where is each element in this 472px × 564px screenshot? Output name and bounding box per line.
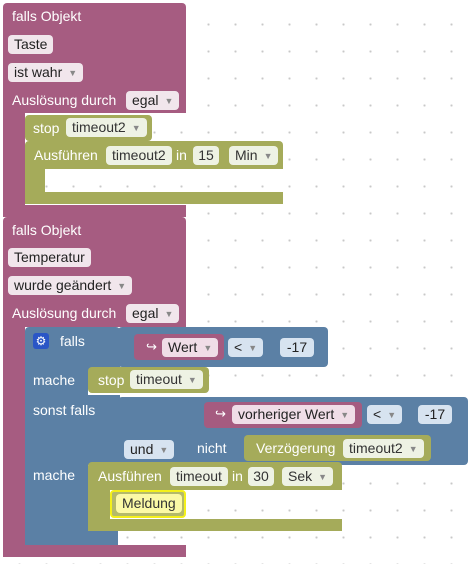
execute-unit-dropdown[interactable]: Min ▼ xyxy=(229,146,279,165)
chevron-down-icon: ▼ xyxy=(159,445,169,455)
chevron-down-icon: ▼ xyxy=(187,375,197,385)
trigger-block-temperatur-footer xyxy=(3,545,186,557)
elseif-label: sonst falls xyxy=(33,402,96,418)
object-field[interactable]: Temperatur xyxy=(8,248,91,267)
trigger-block-taste-footer xyxy=(3,205,186,217)
execute-number-field[interactable]: 30 xyxy=(248,467,274,486)
if-block-elseif xyxy=(25,395,120,465)
and-dropdown[interactable]: und ▼ xyxy=(124,440,175,459)
execute-timer-field[interactable]: timeout2 xyxy=(106,146,172,165)
chevron-down-icon: ▼ xyxy=(203,343,213,353)
then-label: mache xyxy=(33,467,76,483)
execute-block-spine xyxy=(25,168,45,196)
chevron-down-icon: ▼ xyxy=(68,68,78,78)
execute-block-footer xyxy=(25,192,283,204)
execute-in-label: in xyxy=(176,147,187,163)
compare-number-field[interactable]: -17 xyxy=(418,405,452,424)
if-label: falls xyxy=(60,333,85,349)
delay-label: Verzögerung xyxy=(256,440,336,456)
execute-label: Ausführen xyxy=(98,468,162,484)
execute-timer-field[interactable]: timeout xyxy=(170,467,228,486)
trigger-block-temperatur-spine xyxy=(3,325,25,550)
message-field[interactable]: Meldung xyxy=(116,494,182,513)
execute-label: Ausführen xyxy=(34,147,98,163)
block-header: falls Objekt xyxy=(12,8,82,24)
return-arrow-icon: ↪ xyxy=(146,339,157,354)
chevron-down-icon: ▼ xyxy=(131,123,141,133)
execute-unit-dropdown[interactable]: Sek ▼ xyxy=(282,467,334,486)
trigger-label: Auslösung durch xyxy=(12,92,117,108)
execute-block-footer xyxy=(88,519,342,531)
chevron-down-icon: ▼ xyxy=(340,410,350,420)
chevron-down-icon: ▼ xyxy=(387,410,397,420)
chevron-down-icon: ▼ xyxy=(263,151,273,161)
value-dropdown[interactable]: vorheriger Wert ▼ xyxy=(232,405,356,424)
operator-dropdown[interactable]: < ▼ xyxy=(367,405,403,424)
not-label: nicht xyxy=(197,440,227,456)
gear-icon[interactable]: ⚙ xyxy=(33,333,49,349)
chevron-down-icon: ▼ xyxy=(408,444,418,454)
chevron-down-icon: ▼ xyxy=(318,472,328,482)
trigger-block-taste-spine xyxy=(3,110,25,210)
object-field[interactable]: Taste xyxy=(8,35,54,54)
stop-label: stop xyxy=(98,372,125,388)
value-dropdown[interactable]: Wert ▼ xyxy=(162,338,219,357)
if-block-footer xyxy=(25,530,118,545)
stop-timer-dropdown[interactable]: timeout ▼ xyxy=(130,370,203,389)
condition-dropdown[interactable]: ist wahr ▼ xyxy=(8,63,84,82)
execute-in-label: in xyxy=(232,468,243,484)
return-arrow-icon: ↪ xyxy=(215,406,226,421)
trigger-dropdown[interactable]: egal ▼ xyxy=(126,304,180,323)
stop-label: stop xyxy=(33,120,60,136)
execute-block-spine xyxy=(88,488,110,526)
chevron-down-icon: ▼ xyxy=(164,309,174,319)
trigger-label: Auslösung durch xyxy=(12,305,117,321)
trigger-dropdown[interactable]: egal ▼ xyxy=(126,91,180,110)
block-header: falls Objekt xyxy=(12,222,82,238)
compare-number-field[interactable]: -17 xyxy=(280,338,314,357)
chevron-down-icon: ▼ xyxy=(248,343,258,353)
operator-dropdown[interactable]: < ▼ xyxy=(228,338,264,357)
execute-number-field[interactable]: 15 xyxy=(193,146,219,165)
chevron-down-icon: ▼ xyxy=(117,281,127,291)
delay-timer-dropdown[interactable]: timeout2 ▼ xyxy=(343,439,424,458)
chevron-down-icon: ▼ xyxy=(164,96,174,106)
condition-dropdown[interactable]: wurde geändert ▼ xyxy=(8,276,133,295)
then-label: mache xyxy=(33,372,76,388)
stop-timer-dropdown[interactable]: timeout2 ▼ xyxy=(66,118,147,137)
